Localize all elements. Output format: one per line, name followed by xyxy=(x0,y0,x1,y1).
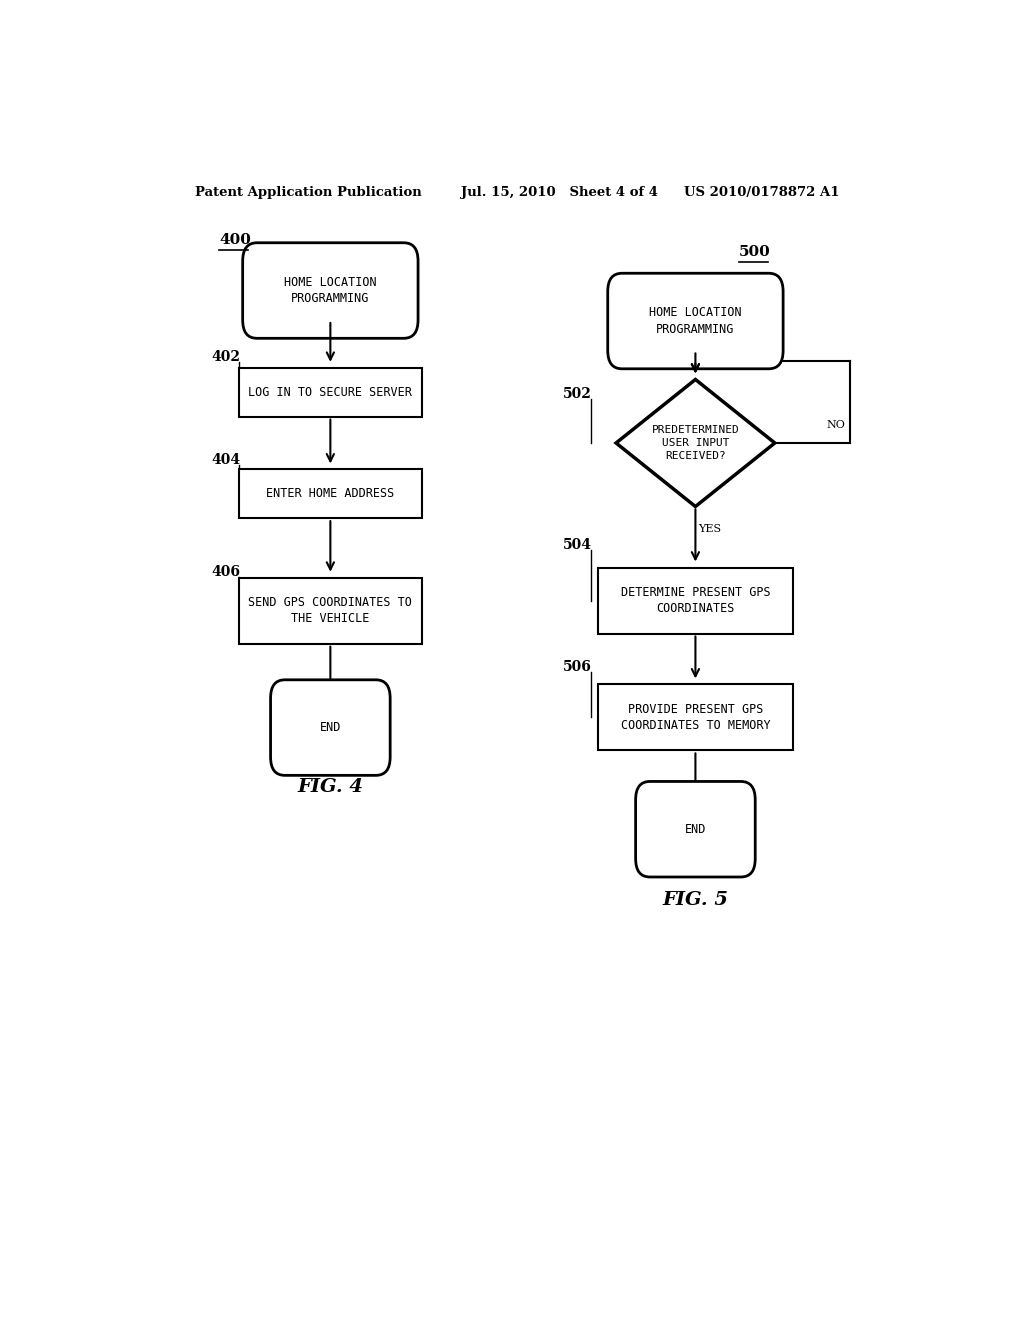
Text: HOME LOCATION
PROGRAMMING: HOME LOCATION PROGRAMMING xyxy=(649,306,741,335)
Text: Jul. 15, 2010   Sheet 4 of 4: Jul. 15, 2010 Sheet 4 of 4 xyxy=(461,186,658,199)
Polygon shape xyxy=(616,379,775,507)
Text: 506: 506 xyxy=(563,660,592,673)
Text: PREDETERMINED
USER INPUT
RECEIVED?: PREDETERMINED USER INPUT RECEIVED? xyxy=(651,425,739,461)
Text: ENTER HOME ADDRESS: ENTER HOME ADDRESS xyxy=(266,487,394,500)
Text: 400: 400 xyxy=(219,232,251,247)
FancyBboxPatch shape xyxy=(636,781,756,876)
Text: PROVIDE PRESENT GPS
COORDINATES TO MEMORY: PROVIDE PRESENT GPS COORDINATES TO MEMOR… xyxy=(621,702,770,733)
Text: 500: 500 xyxy=(739,246,771,259)
Text: END: END xyxy=(319,721,341,734)
FancyBboxPatch shape xyxy=(270,680,390,775)
Bar xyxy=(240,578,422,644)
Text: FIG. 5: FIG. 5 xyxy=(663,891,728,909)
Text: NO: NO xyxy=(826,420,846,430)
Text: HOME LOCATION
PROGRAMMING: HOME LOCATION PROGRAMMING xyxy=(284,276,377,305)
Text: 504: 504 xyxy=(563,537,592,552)
Text: SEND GPS COORDINATES TO
THE VEHICLE: SEND GPS COORDINATES TO THE VEHICLE xyxy=(249,595,413,626)
FancyBboxPatch shape xyxy=(243,243,418,338)
Bar xyxy=(598,568,793,634)
Text: LOG IN TO SECURE SERVER: LOG IN TO SECURE SERVER xyxy=(249,385,413,399)
Bar xyxy=(240,368,422,417)
Text: 406: 406 xyxy=(211,565,241,579)
Text: 402: 402 xyxy=(211,350,241,363)
Text: US 2010/0178872 A1: US 2010/0178872 A1 xyxy=(684,186,839,199)
Text: FIG. 4: FIG. 4 xyxy=(297,777,364,796)
Text: Patent Application Publication: Patent Application Publication xyxy=(196,186,422,199)
Bar xyxy=(598,684,793,751)
Text: 404: 404 xyxy=(211,453,241,467)
Text: 502: 502 xyxy=(563,387,592,401)
Text: END: END xyxy=(685,822,707,836)
Text: DETERMINE PRESENT GPS
COORDINATES: DETERMINE PRESENT GPS COORDINATES xyxy=(621,586,770,615)
Bar xyxy=(240,470,422,519)
Text: YES: YES xyxy=(698,524,721,533)
FancyBboxPatch shape xyxy=(607,273,783,368)
